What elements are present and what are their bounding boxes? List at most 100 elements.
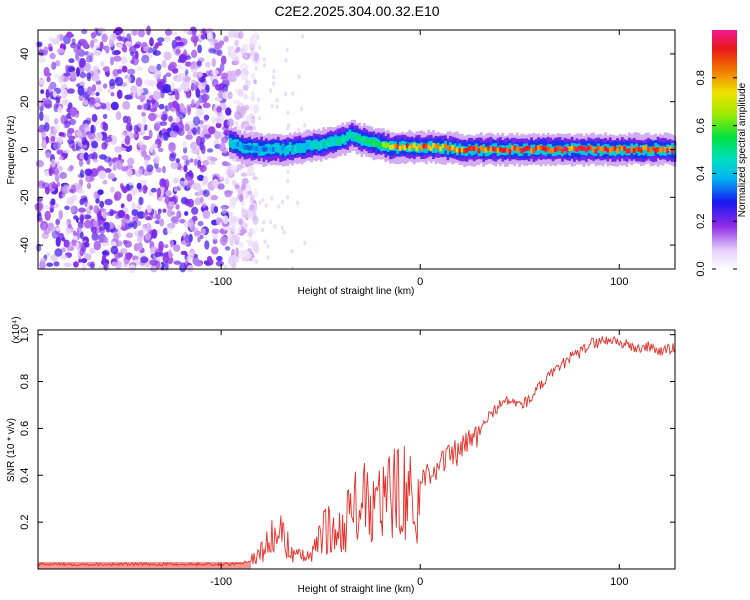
heatmap-cell: [164, 179, 170, 189]
ridge-cell: [274, 146, 278, 151]
heatmap-cell: [228, 76, 237, 82]
heatmap-cell: [187, 105, 192, 116]
heatmap-cell: [89, 91, 95, 96]
ridge-cell: [408, 145, 412, 151]
heatmap-cell: [210, 194, 219, 201]
colorbar-label: Normalized spectral amplitude: [737, 82, 748, 217]
heatmap-cell: [173, 244, 181, 252]
heatmap-cell: [68, 118, 77, 126]
ridge-cell: [647, 147, 650, 153]
heatmap-cell: [272, 68, 276, 74]
heatmap-cell: [231, 227, 237, 232]
ridge-cell: [620, 145, 624, 151]
ridge-cell: [417, 143, 421, 149]
ridge-cell: [632, 148, 636, 154]
heatmap-cell: [223, 162, 231, 167]
heatmap-cell: [41, 232, 49, 240]
heatmap-cell: [131, 202, 136, 212]
ridge-cell: [508, 148, 512, 154]
x-tick-label: 100: [610, 576, 628, 588]
ridge-cell: [616, 148, 619, 154]
heatmap-cell: [55, 236, 61, 247]
ridge-cell: [236, 142, 240, 147]
heatmap-cell: [223, 264, 228, 269]
heatmap-cell: [144, 159, 149, 167]
heatmap-cell: [110, 135, 118, 146]
ridge-cell: [238, 145, 242, 150]
heatmap-cell: [236, 125, 241, 130]
heatmap-cell: [215, 216, 221, 226]
heatmap-cell: [101, 142, 108, 150]
heatmap-cell: [53, 118, 59, 125]
ridge-cell: [475, 145, 478, 151]
ridge-cell: [434, 143, 438, 149]
heatmap-cell: [224, 246, 231, 251]
heatmap-cell: [55, 226, 61, 232]
heatmap-cell: [75, 131, 83, 137]
heatmap-cell: [154, 43, 159, 49]
heatmap-cell: [185, 134, 193, 140]
heatmap-cell: [141, 223, 147, 233]
heatmap-cell: [63, 72, 72, 77]
heatmap-cell: [285, 47, 289, 52]
heatmap-cell: [121, 166, 129, 172]
heatmap-cell: [38, 79, 46, 85]
ridge-cell: [458, 148, 462, 154]
heatmap-cell: [211, 69, 219, 75]
ridge-cell: [396, 144, 400, 150]
heatmap-cell: [198, 71, 203, 78]
heatmap-cell: [111, 261, 118, 267]
heatmap-cell: [144, 232, 152, 241]
heatmap-cell: [216, 255, 223, 262]
heatmap-cell: [85, 173, 93, 183]
heatmap-cell: [296, 200, 300, 206]
ridge-cell: [539, 145, 543, 150]
heatmap-cell: [296, 127, 300, 133]
heatmap-cell: [171, 31, 178, 36]
ridge-cell: [432, 142, 435, 148]
y-tick-label: 20: [19, 96, 31, 108]
ridge-cell: [415, 146, 419, 152]
heatmap-cell: [152, 90, 161, 101]
heatmap-cell: [185, 234, 190, 244]
ridge-cell: [403, 145, 407, 151]
heatmap-cell: [35, 159, 45, 168]
ridge-cell: [456, 147, 459, 153]
heatmap-cell: [212, 173, 220, 179]
heatmap-cell: [183, 84, 191, 92]
ridge-cell: [233, 143, 237, 148]
heatmap-cell: [124, 135, 131, 145]
heatmap-cell: [148, 65, 157, 73]
heatmap-cell: [128, 181, 135, 186]
heatmap-cell: [57, 165, 63, 172]
heatmap-cell: [262, 57, 266, 62]
ridge-cell: [511, 145, 514, 151]
heatmap-cell: [54, 174, 60, 183]
heatmap-cell: [202, 159, 210, 166]
heatmap-cell: [51, 183, 59, 189]
heatmap-cell: [204, 61, 211, 68]
heatmap-cell: [163, 51, 172, 61]
heatmap-cell: [273, 224, 277, 229]
heatmap-cell: [291, 91, 295, 96]
heatmap-cell: [164, 244, 169, 249]
heatmap-cell: [77, 41, 81, 50]
heatmap-cell: [222, 83, 228, 94]
y-tick-label: 0.2: [19, 514, 31, 529]
heatmap-cell: [263, 239, 267, 244]
heatmap-cell: [123, 45, 128, 53]
heatmap-cell: [255, 259, 258, 264]
heatmap-cell: [190, 35, 199, 43]
heatmap-cell: [60, 192, 66, 199]
heatmap-cell: [94, 97, 101, 104]
heatmap-cell: [159, 121, 168, 126]
heatmap-cell: [54, 248, 63, 257]
heatmap-cell: [151, 100, 159, 110]
heatmap-cell: [204, 240, 210, 250]
heatmap-cell: [158, 103, 165, 110]
ridge-cell: [231, 142, 235, 148]
colorbar-tick-label: 0.6: [695, 118, 707, 133]
heatmap-cell: [67, 166, 73, 172]
ridge-cell: [286, 146, 290, 152]
heatmap-cell: [80, 195, 88, 200]
